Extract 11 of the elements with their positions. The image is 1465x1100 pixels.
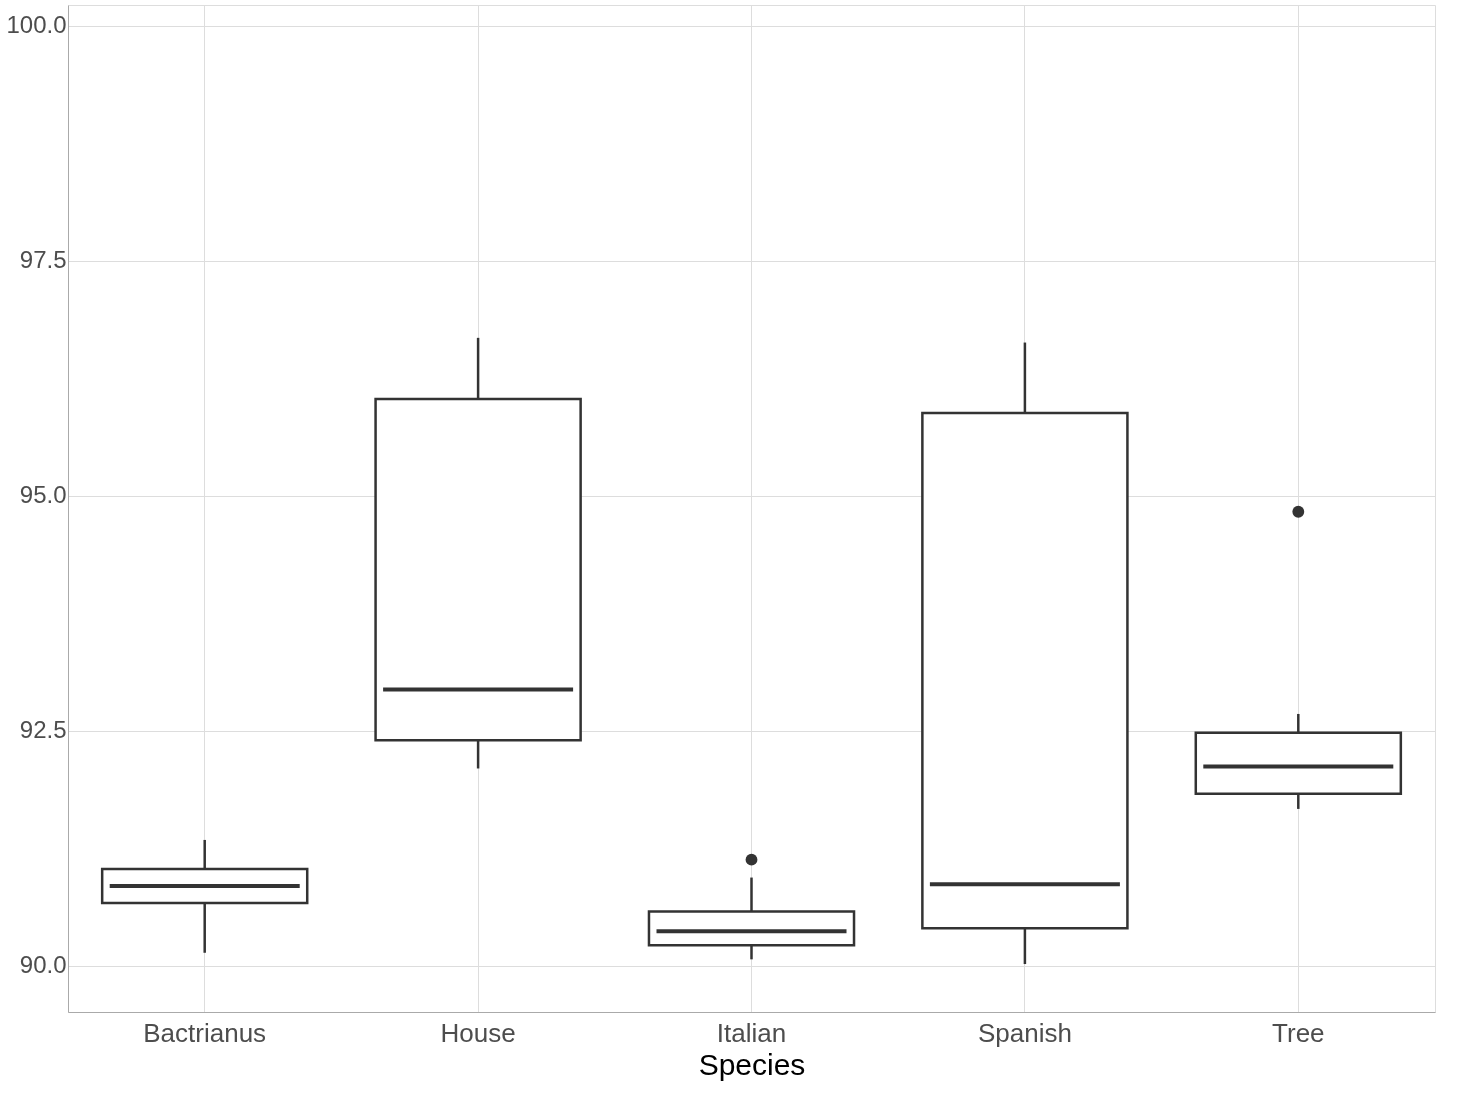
x-tick-label: Bactrianus: [143, 1017, 267, 1048]
y-tick-label: 100.0: [6, 11, 67, 39]
y-tick-label: 95.0: [19, 481, 67, 509]
x-tick-label: House: [440, 1017, 516, 1048]
x-tick-label: Spanish: [977, 1017, 1072, 1048]
y-tick-label: 90.0: [19, 951, 67, 979]
y-tick-label: 92.5: [19, 716, 67, 744]
x-axis-title: Species: [698, 1047, 806, 1081]
x-tick-label: Tree: [1272, 1017, 1325, 1048]
y-tick-label: 97.5: [19, 246, 67, 274]
x-tick-label: Italian: [716, 1017, 787, 1048]
